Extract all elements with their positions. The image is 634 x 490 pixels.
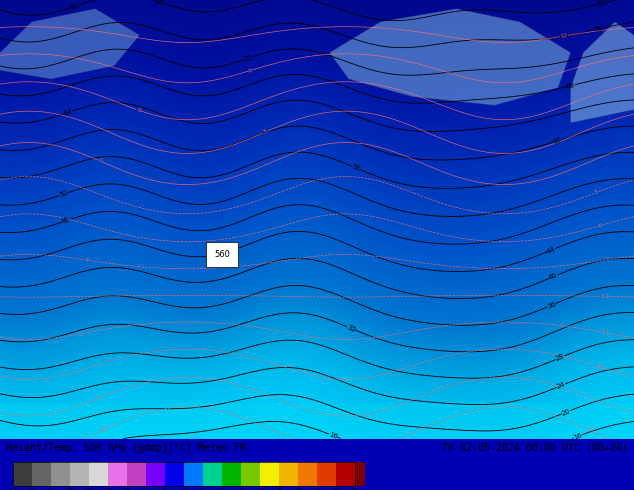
Text: 30: 30 — [275, 489, 283, 490]
Bar — [241, 462, 260, 486]
Text: 6: 6 — [201, 489, 205, 490]
Bar — [260, 462, 279, 486]
Text: -12: -12 — [141, 489, 150, 490]
Text: 60: 60 — [552, 137, 563, 145]
Text: -18: -18 — [122, 489, 131, 490]
Text: 68: 68 — [566, 82, 576, 90]
Text: 72: 72 — [243, 54, 253, 63]
Bar — [298, 462, 317, 486]
Text: -36: -36 — [65, 489, 74, 490]
Text: 28: 28 — [555, 353, 565, 362]
Text: 0: 0 — [97, 158, 103, 164]
Bar — [89, 462, 108, 486]
Bar — [70, 462, 89, 486]
Text: 6: 6 — [136, 107, 141, 113]
Text: 48: 48 — [61, 217, 71, 225]
Text: -24: -24 — [583, 425, 594, 434]
Text: 64: 64 — [63, 108, 73, 117]
Text: 16: 16 — [328, 431, 338, 440]
Text: 20: 20 — [561, 408, 571, 416]
Bar — [108, 462, 127, 486]
Text: -15: -15 — [600, 329, 611, 336]
Text: 52: 52 — [58, 190, 68, 198]
Text: 24: 24 — [256, 489, 264, 490]
Text: -30: -30 — [84, 489, 94, 490]
Text: 80: 80 — [597, 0, 607, 7]
Text: -24: -24 — [98, 425, 110, 434]
Text: 54: 54 — [351, 489, 359, 490]
Bar — [0, 403, 634, 439]
Text: -3: -3 — [592, 189, 600, 196]
Bar — [13, 462, 32, 486]
Text: -12: -12 — [599, 294, 609, 299]
Text: -6: -6 — [597, 222, 604, 229]
Text: 3: 3 — [262, 129, 268, 135]
Text: 18: 18 — [237, 489, 245, 490]
Bar — [336, 462, 355, 486]
Text: 24: 24 — [556, 381, 566, 390]
Text: 80: 80 — [154, 0, 164, 6]
Bar — [355, 462, 365, 486]
Bar — [165, 462, 184, 486]
Bar — [13, 462, 355, 486]
Polygon shape — [0, 9, 139, 79]
Bar — [279, 462, 298, 486]
Text: -18: -18 — [595, 363, 605, 371]
Text: Height/Temp. 500 hPa [gdmp][°C] Meteo FR: Height/Temp. 500 hPa [gdmp][°C] Meteo FR — [6, 443, 247, 453]
Text: 9: 9 — [248, 68, 253, 74]
Text: 36: 36 — [546, 301, 557, 310]
Bar — [127, 462, 146, 486]
Text: 76: 76 — [593, 25, 603, 33]
Text: -24: -24 — [103, 489, 113, 490]
Text: 16: 16 — [573, 432, 583, 441]
Text: 12: 12 — [560, 33, 568, 39]
Text: 48: 48 — [332, 489, 340, 490]
Bar — [32, 462, 51, 486]
Bar — [146, 462, 165, 486]
Text: 32: 32 — [346, 324, 356, 333]
Text: 36: 36 — [294, 489, 302, 490]
Text: -48: -48 — [27, 489, 37, 490]
Text: 56: 56 — [351, 164, 361, 172]
Bar — [184, 462, 203, 486]
Text: 0: 0 — [182, 489, 186, 490]
Text: -21: -21 — [92, 394, 103, 403]
Text: -6: -6 — [162, 489, 168, 490]
Text: -9: -9 — [84, 257, 91, 263]
Text: 40: 40 — [548, 272, 559, 281]
Bar — [317, 462, 336, 486]
Text: 560: 560 — [214, 250, 230, 259]
Text: 12: 12 — [218, 489, 226, 490]
Text: -54: -54 — [8, 489, 18, 490]
Bar — [51, 462, 70, 486]
Text: 42: 42 — [313, 489, 321, 490]
Text: 80: 80 — [68, 2, 79, 11]
Text: ©weatheronline.co.uk: ©weatheronline.co.uk — [534, 474, 628, 483]
Text: Th 02-05-2024 00:00 UTC (00+24): Th 02-05-2024 00:00 UTC (00+24) — [442, 443, 628, 453]
Text: 44: 44 — [546, 245, 557, 254]
Bar — [203, 462, 222, 486]
Bar — [222, 462, 241, 486]
Polygon shape — [571, 22, 634, 123]
Text: -42: -42 — [46, 489, 56, 490]
Polygon shape — [330, 9, 571, 105]
